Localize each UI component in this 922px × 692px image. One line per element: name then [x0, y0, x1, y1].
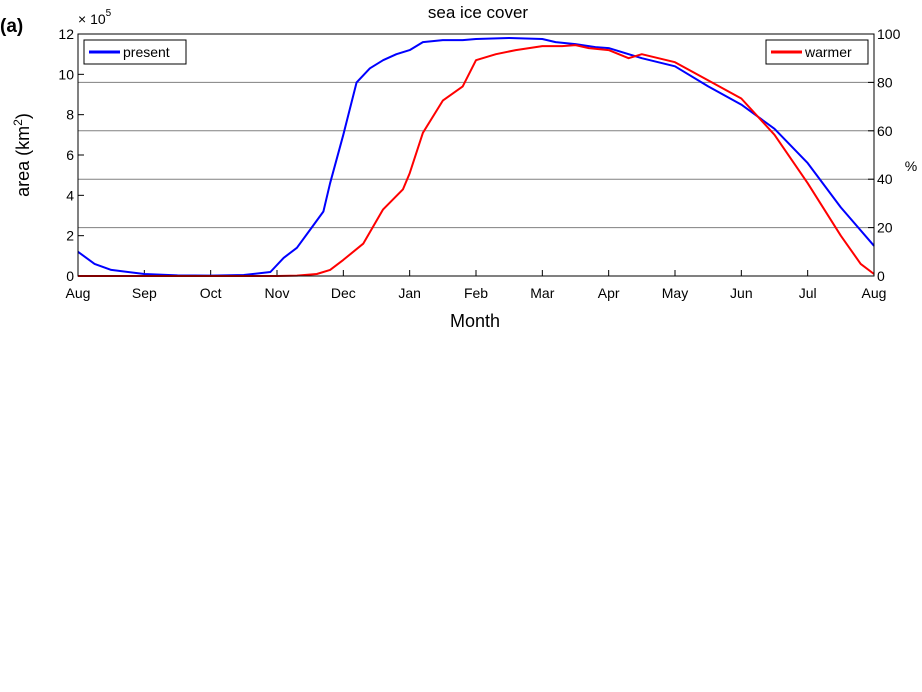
y-label-base: area (km: [13, 126, 33, 197]
x-tick-label: Jan: [398, 285, 421, 301]
x-tick-label: Jul: [799, 285, 817, 301]
y-axis-ticks: 0 2 4 6 8 10 12: [58, 26, 84, 284]
y-tick-label: 0: [66, 268, 74, 284]
y-label-close: ): [13, 113, 33, 119]
y2-tick-label: 20: [877, 220, 893, 236]
x-tick-label: Oct: [200, 285, 222, 301]
y-tick-label: 6: [66, 147, 74, 163]
x-tick-label: Aug: [66, 285, 91, 301]
x-tick-label: Feb: [464, 285, 488, 301]
y-tick-label: 12: [58, 26, 74, 42]
panel-label: (a): [0, 16, 23, 37]
y-label-sup: 2: [11, 119, 25, 126]
legend-present: present: [83, 39, 187, 65]
x-tick-label: Dec: [331, 285, 356, 301]
x-axis-ticks: Aug Sep Oct Nov Dec Jan Feb Mar Apr May Jun Jul Aug: [66, 270, 887, 301]
x-axis-label: Month: [450, 311, 500, 331]
y-tick-label: 2: [66, 228, 74, 244]
y2-axis-label: %: [905, 158, 917, 174]
x-tick-label: Nov: [265, 285, 290, 301]
x-tick-label: Aug: [862, 285, 887, 301]
plot-frame: [77, 33, 875, 277]
y2-tick-label: 0: [877, 268, 885, 284]
y2-tick-label: 60: [877, 123, 893, 139]
y2-tick-label: 100: [877, 26, 901, 42]
series-line-warmer: [78, 44, 875, 277]
y-tick-label: 10: [58, 66, 74, 82]
y-axis-label: area (km2): [11, 113, 33, 197]
y-multiplier-exp: 5: [106, 8, 112, 19]
legend-warmer: warmer: [765, 39, 869, 65]
y-tick-label: 8: [66, 107, 74, 123]
y2-axis-ticks: 0 20 40 60 80 100: [868, 26, 901, 284]
legend-warmer-label: warmer: [804, 44, 852, 60]
y-multiplier: × 105: [78, 8, 112, 27]
y-multiplier-base: × 10: [78, 11, 106, 27]
series-line-present: [77, 37, 875, 277]
x-tick-label: Apr: [598, 285, 620, 301]
y2-tick-label: 80: [877, 74, 893, 90]
x-tick-label: May: [662, 285, 688, 301]
y2-tick-label: 40: [877, 171, 893, 187]
series-lines: [77, 37, 875, 277]
x-tick-label: Sep: [132, 285, 157, 301]
legend-present-label: present: [123, 44, 170, 60]
x-tick-label: Mar: [530, 285, 554, 301]
y-tick-label: 4: [66, 187, 74, 203]
x-tick-label: Jun: [730, 285, 753, 301]
chart-title: sea ice cover: [428, 3, 528, 22]
gridlines: [78, 81, 874, 229]
